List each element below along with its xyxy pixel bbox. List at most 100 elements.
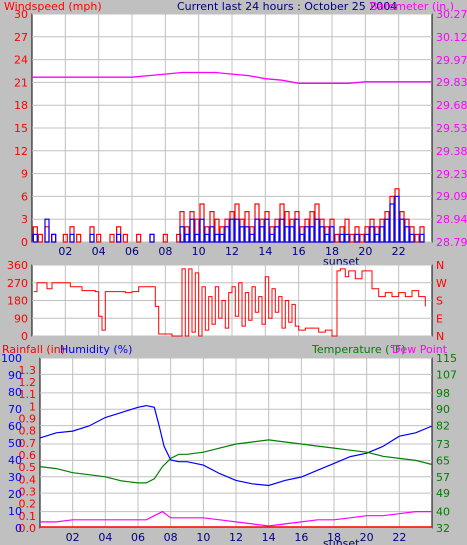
wind-bar xyxy=(224,226,230,243)
wind-bar xyxy=(264,218,270,243)
x-tick-label: 18 xyxy=(327,531,341,544)
windspeed-tick: 15 xyxy=(14,122,28,135)
wind-bar xyxy=(249,233,255,243)
barometer-tick: 29.38 xyxy=(436,145,467,158)
direction-compass-tick: E xyxy=(436,312,443,325)
humidity-tick: 50 xyxy=(8,437,22,450)
barometer-tick: 29.23 xyxy=(436,168,467,181)
humidity-tick: 80 xyxy=(8,386,22,399)
wind-bar xyxy=(379,226,385,243)
windspeed-tick: 30 xyxy=(14,8,28,21)
wind-bar xyxy=(149,233,155,243)
x-tick-label: 14 xyxy=(262,531,276,544)
barometer-tick: 29.09 xyxy=(436,190,467,203)
gust-bar xyxy=(109,233,115,243)
x-tick-label: 10 xyxy=(196,531,210,544)
temperature-tick: 115 xyxy=(436,352,457,365)
wind-bar xyxy=(369,226,375,243)
rainfall-tick: 0.5 xyxy=(19,461,37,474)
humidity-tick: 0 xyxy=(15,522,22,535)
x-tick-label: 22 xyxy=(392,245,406,258)
x-tick-label: 06 xyxy=(131,531,145,544)
x-tick-label: 22 xyxy=(392,531,406,544)
x-tick-label: 08 xyxy=(158,245,172,258)
wind-bar xyxy=(259,226,265,243)
x-tick-label: 02 xyxy=(66,531,80,544)
direction-compass-tick: W xyxy=(436,277,447,290)
direction-degree-tick: 90 xyxy=(14,312,28,325)
windspeed-tick: 9 xyxy=(21,168,28,181)
gust-bar xyxy=(76,233,82,243)
wind-bar xyxy=(324,233,330,243)
wind-bar xyxy=(269,233,275,243)
barometer-tick: 28.94 xyxy=(436,213,467,226)
humidity-line xyxy=(39,404,433,487)
wind-bar xyxy=(309,226,315,243)
wind-bar xyxy=(399,218,405,243)
direction-line-group xyxy=(33,268,426,337)
rainfall-tick: 0.2 xyxy=(19,498,37,511)
humidity-tick: 20 xyxy=(8,488,22,501)
sunset-label-2: sunset xyxy=(323,537,360,545)
direction-compass-tick: N xyxy=(436,330,444,343)
temperature-title: Temperature (°F) xyxy=(311,343,406,356)
windspeed-tick: 21 xyxy=(14,76,28,89)
wind-bar xyxy=(239,226,245,243)
period-title: Current last 24 hours : October 25 2004 xyxy=(177,0,397,13)
barometer-tick: 30.12 xyxy=(436,31,467,44)
wind-bar xyxy=(329,226,335,243)
wind-bar xyxy=(289,226,295,243)
x-tick-label: 14 xyxy=(258,245,272,258)
barometer-tick: 29.68 xyxy=(436,99,467,112)
rainfall-tick: 0.0 xyxy=(19,522,37,535)
humidity-tick: 10 xyxy=(8,505,22,518)
humidity-tick: 70 xyxy=(8,403,22,416)
wind-bar xyxy=(194,233,200,243)
wind-x-axis: 02 04 06 08 10 12 14 16 18 20 22 xyxy=(58,245,405,258)
gust-bar xyxy=(162,233,168,243)
x-tick-label: 12 xyxy=(229,531,243,544)
wind-bar xyxy=(279,218,285,243)
rainfall-tick: 1.2 xyxy=(19,376,37,389)
x-tick-label: 02 xyxy=(58,245,72,258)
rainfall-tick: 0.9 xyxy=(19,413,37,426)
windspeed-tick: 12 xyxy=(14,145,28,158)
wind-bar xyxy=(89,233,95,243)
barometer-tick: 29.97 xyxy=(436,54,467,67)
wind-bar xyxy=(32,233,38,243)
barometer-title: Barometer (in.) xyxy=(370,0,454,13)
wind-bar xyxy=(184,233,190,243)
windspeed-tick: 6 xyxy=(21,190,28,203)
rainfall-tick: 1.3 xyxy=(19,364,37,377)
direction-degree-tick: 270 xyxy=(7,277,28,290)
rainfall-tick: 1 xyxy=(29,400,36,413)
temperature-tick: 40 xyxy=(436,506,450,519)
windspeed-tick: 24 xyxy=(14,54,28,67)
rainfall-title: Rainfall (in) xyxy=(2,343,65,356)
temperature-tick: 90 xyxy=(436,403,450,416)
windspeed-tick: 18 xyxy=(14,99,28,112)
wind-bar xyxy=(304,226,310,243)
wind-bar xyxy=(299,233,305,243)
wind-bar xyxy=(179,226,185,243)
humidity-tick: 100 xyxy=(1,352,22,365)
x-tick-label: 16 xyxy=(294,531,308,544)
temperature-tick: 82 xyxy=(436,420,450,433)
wind-bar xyxy=(319,226,325,243)
rainfall-tick: 0.8 xyxy=(19,425,37,438)
dewpoint-line xyxy=(40,510,432,527)
wind-bar xyxy=(244,226,250,243)
x-tick-label: 12 xyxy=(225,245,239,258)
humidity-tick: 90 xyxy=(8,369,22,382)
wind-bar xyxy=(199,218,205,243)
wind-bar xyxy=(204,233,210,243)
wind-bar xyxy=(219,233,225,243)
gust-bar xyxy=(334,233,340,243)
wind-bar xyxy=(284,226,290,243)
gust-bar xyxy=(414,233,420,243)
wind-bar xyxy=(229,218,235,243)
barometer-tick: 30.27 xyxy=(436,8,467,21)
temp-x-axis: 02 04 06 08 10 12 14 16 18 20 22 xyxy=(66,531,407,544)
rainfall-axis: 0.00.10.20.30.40.50.60.70.80.911.11.21.3 xyxy=(19,364,37,535)
